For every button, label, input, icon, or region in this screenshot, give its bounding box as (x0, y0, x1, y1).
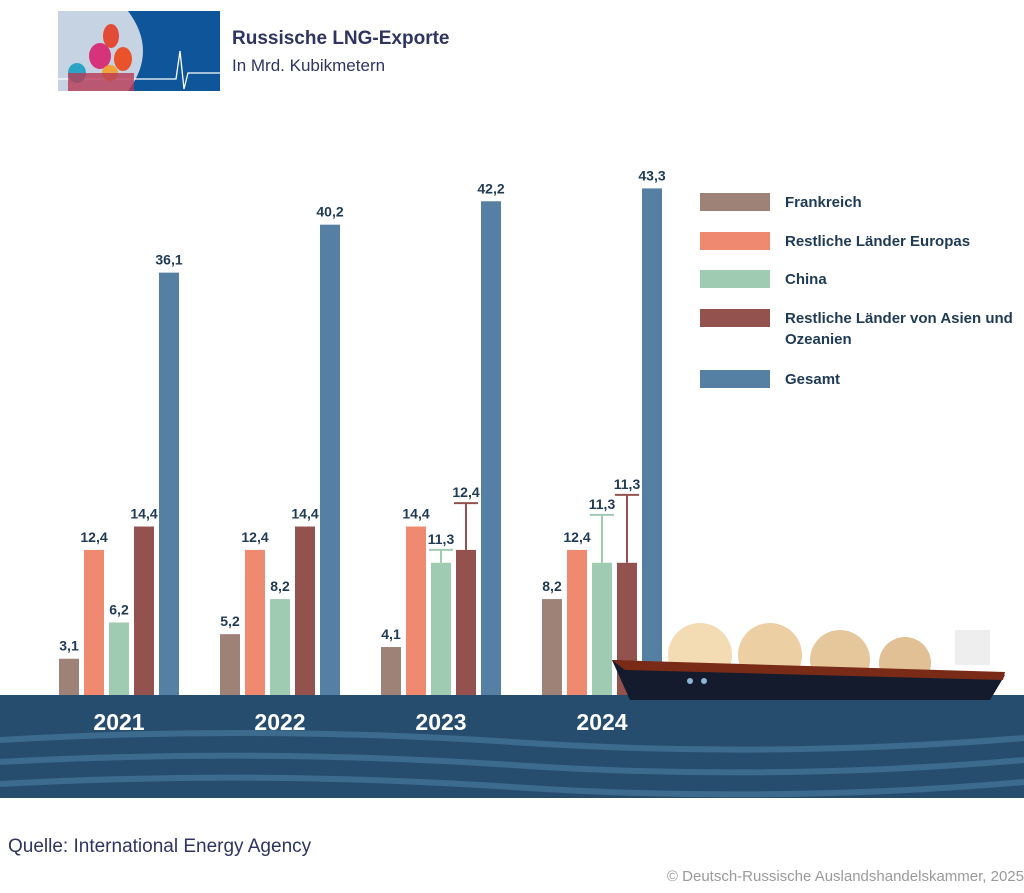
bar (381, 647, 401, 695)
chart-title: Russische LNG-Exporte (232, 28, 450, 49)
bar (642, 188, 662, 695)
bar (406, 526, 426, 695)
bar (431, 562, 451, 695)
bar (84, 549, 104, 695)
data-label: 11,3 (614, 476, 641, 492)
lng-ship-illustration (612, 623, 1005, 700)
legend-swatch (700, 193, 770, 211)
copyright: © Deutsch-Russische Auslandshandelskamme… (666, 868, 1024, 885)
legend-label: Gesamt (785, 371, 841, 388)
bar (567, 549, 587, 695)
bar (159, 272, 179, 695)
data-label: 14,4 (130, 506, 157, 522)
data-label: 40,2 (316, 204, 343, 220)
data-label: 3,1 (59, 638, 79, 654)
legend-swatch (700, 232, 770, 250)
bar (592, 562, 612, 695)
data-label: 14,4 (402, 506, 429, 522)
data-label: 12,4 (563, 529, 590, 545)
bar (245, 549, 265, 695)
data-label: 12,4 (80, 529, 107, 545)
year-label: 2024 (576, 709, 627, 735)
data-label: 4,1 (381, 626, 401, 642)
bar (134, 526, 154, 695)
legend-label: China (785, 271, 827, 288)
legend-label: Frankreich (785, 194, 862, 211)
data-label: 42,2 (477, 180, 504, 196)
data-label: 11,3 (428, 531, 455, 547)
data-label: 11,3 (589, 496, 616, 512)
bar (320, 224, 340, 695)
bar (59, 658, 79, 695)
legend-swatch (700, 309, 770, 327)
data-label: 36,1 (155, 252, 182, 268)
data-label: 43,3 (638, 167, 665, 183)
bar-chart: 3,1 12,4 6,2 14,4 36,1 5,2 12,4 8,2 14,4 40,2 4,1 1… (0, 167, 1024, 798)
logo (58, 11, 220, 91)
data-label: 12,4 (241, 529, 268, 545)
data-label: 12,4 (452, 484, 479, 500)
legend-swatch (700, 270, 770, 288)
bar (481, 201, 501, 695)
data-label: 8,2 (270, 578, 290, 594)
data-label: 8,2 (542, 578, 562, 594)
data-label: 14,4 (291, 506, 318, 522)
chart-subtitle: In Mrd. Kubikmetern (232, 56, 386, 75)
bar (220, 634, 240, 695)
data-label: 6,2 (109, 601, 129, 617)
sea-band (0, 695, 1024, 798)
legend-label: Restliche Länder Europas (785, 233, 971, 250)
year-label: 2022 (254, 709, 305, 735)
bar (270, 599, 290, 695)
bar (542, 599, 562, 695)
legend-swatch (700, 370, 770, 388)
data-label: 5,2 (220, 613, 240, 629)
year-label: 2021 (93, 709, 144, 735)
bar (456, 549, 476, 695)
bar (109, 622, 129, 695)
legend-label: Restliche Länder von Asien und Ozeanien (785, 310, 1013, 348)
year-label: 2023 (415, 709, 466, 735)
bar (295, 526, 315, 695)
source-note: Quelle: International Energy Agency (8, 836, 312, 857)
